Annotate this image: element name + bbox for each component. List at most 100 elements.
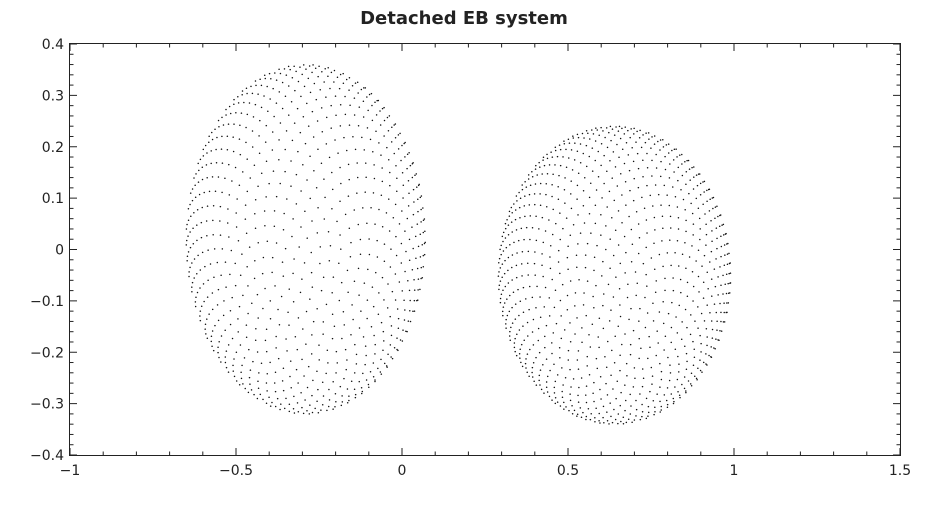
surface-point: [594, 204, 597, 207]
surface-point: [722, 234, 725, 236]
surface-point: [364, 87, 367, 89]
surface-point: [299, 131, 302, 134]
surface-point: [559, 299, 562, 302]
surface-point: [309, 155, 311, 157]
surface-point: [655, 153, 657, 156]
surface-point: [290, 160, 292, 162]
surface-point: [521, 365, 524, 368]
surface-point: [345, 368, 347, 371]
surface-point: [279, 408, 281, 411]
surface-point: [242, 383, 244, 385]
surface-point: [633, 419, 636, 421]
surface-point: [296, 402, 299, 404]
surface-point: [238, 305, 241, 308]
surface-point: [533, 262, 536, 265]
x-tick-label: 0.5: [557, 463, 579, 479]
surface-point: [578, 279, 580, 281]
surface-point: [235, 351, 238, 354]
star-1-surface: [185, 64, 426, 415]
surface-point: [655, 354, 657, 357]
surface-point: [598, 134, 600, 137]
surface-point: [577, 394, 579, 397]
surface-point: [681, 383, 683, 386]
surface-point: [540, 388, 543, 391]
surface-point: [567, 359, 570, 361]
surface-point: [219, 205, 222, 208]
surface-point: [621, 148, 624, 151]
surface-point: [382, 349, 384, 351]
surface-point: [500, 293, 503, 296]
surface-point: [248, 376, 251, 379]
surface-point: [668, 177, 671, 179]
surface-point: [606, 394, 609, 396]
surface-point: [500, 253, 502, 256]
surface-point: [320, 409, 322, 411]
surface-point: [330, 127, 332, 129]
surface-point: [414, 235, 417, 238]
surface-point: [571, 405, 573, 407]
surface-point: [243, 357, 246, 359]
surface-point: [686, 281, 689, 284]
surface-point: [381, 225, 384, 228]
surface-point: [647, 411, 650, 414]
surface-point: [343, 136, 345, 139]
surface-point: [699, 182, 702, 185]
surface-point: [394, 136, 397, 139]
surface-point: [676, 378, 679, 381]
surface-point: [210, 131, 213, 134]
surface-point: [303, 375, 305, 377]
surface-point: [692, 300, 694, 302]
surface-point: [225, 286, 227, 288]
surface-point: [567, 245, 569, 247]
surface-point: [231, 337, 234, 340]
surface-point: [679, 154, 681, 156]
surface-point: [635, 210, 638, 213]
surface-point: [669, 227, 672, 229]
surface-point: [338, 262, 340, 265]
surface-point: [601, 197, 603, 199]
surface-point: [548, 297, 551, 299]
surface-point: [650, 257, 653, 259]
surface-point: [699, 228, 701, 230]
surface-point: [688, 256, 691, 258]
surface-point: [684, 345, 686, 347]
surface-point: [692, 223, 695, 225]
surface-point: [370, 325, 373, 328]
surface-point: [669, 364, 671, 366]
surface-point: [206, 176, 208, 179]
surface-point: [713, 268, 716, 270]
surface-point: [698, 173, 701, 175]
surface-point: [528, 375, 530, 377]
surface-point: [567, 349, 570, 352]
surface-point: [396, 337, 398, 339]
surface-point: [501, 310, 504, 313]
surface-point: [527, 274, 529, 276]
surface-point: [350, 380, 353, 383]
surface-point: [348, 89, 350, 91]
surface-point: [197, 162, 199, 165]
surface-point: [535, 356, 537, 359]
surface-point: [318, 65, 320, 67]
surface-point: [204, 265, 206, 268]
surface-point: [600, 164, 602, 167]
surface-point: [254, 103, 257, 106]
surface-point: [344, 95, 346, 98]
surface-point: [218, 126, 220, 128]
surface-point: [672, 186, 674, 188]
surface-point: [420, 195, 423, 197]
surface-point: [363, 87, 365, 89]
surface-point: [362, 336, 365, 338]
surface-point: [518, 352, 521, 355]
surface-point: [509, 294, 511, 297]
surface-point: [249, 369, 252, 371]
surface-point: [593, 307, 595, 309]
surface-point: [625, 362, 628, 365]
surface-point: [521, 275, 523, 277]
surface-point: [685, 171, 688, 173]
surface-point: [576, 198, 578, 200]
surface-point: [694, 320, 696, 322]
surface-point: [312, 136, 315, 138]
surface-point: [398, 223, 401, 225]
surface-point: [374, 101, 376, 104]
surface-point: [659, 149, 661, 151]
